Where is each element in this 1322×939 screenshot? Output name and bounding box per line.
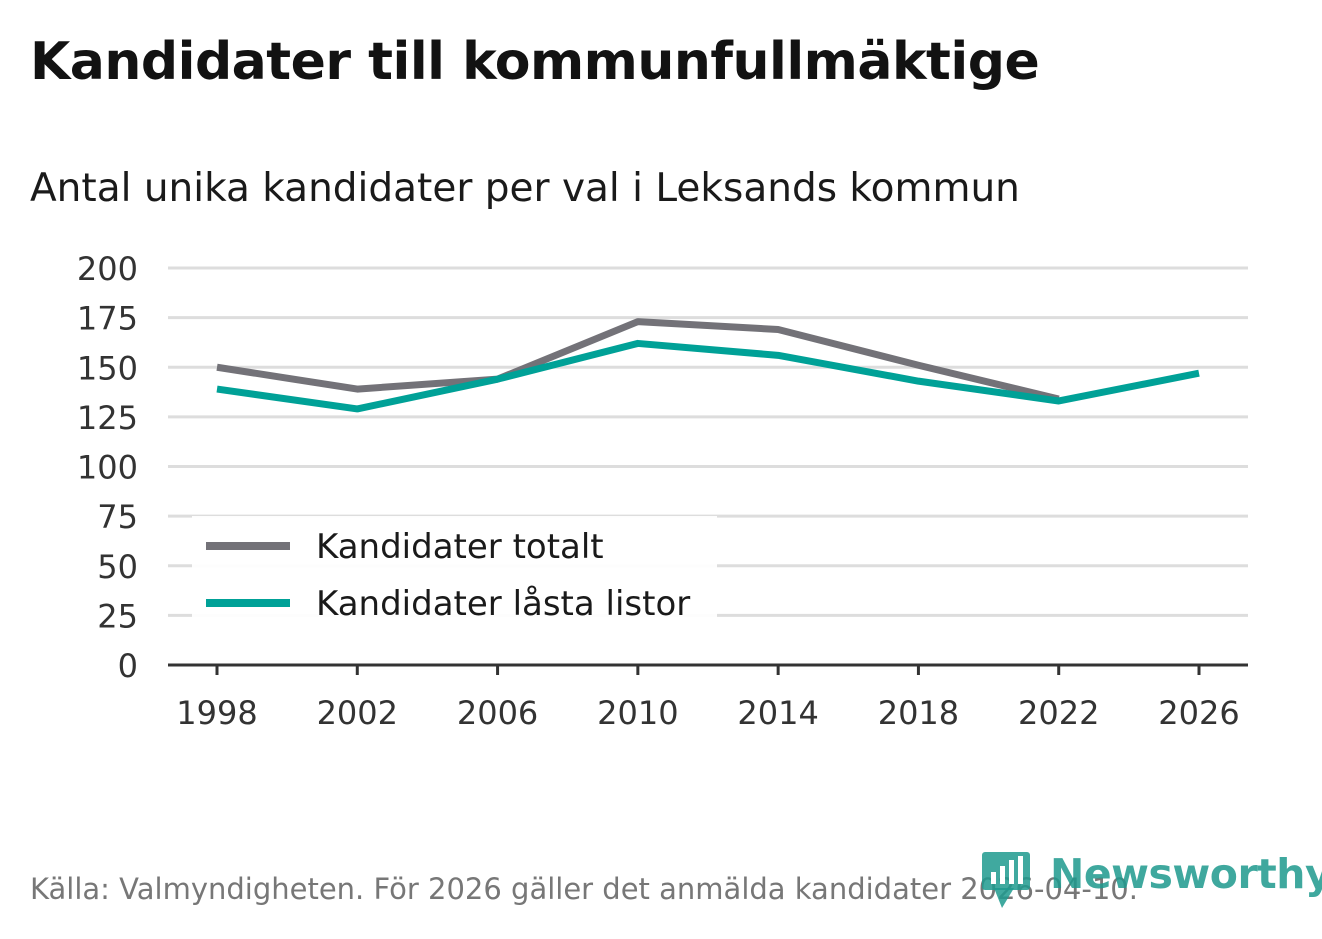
x-tick-label: 2002 xyxy=(317,694,398,732)
line-chart: 0 25 50 75 100 125 150 175 200 1998 2002 2006 2010 20… xyxy=(77,250,1248,732)
legend-label: Kandidater totalt xyxy=(316,527,604,567)
x-tick-label: 2026 xyxy=(1158,694,1239,732)
newsworthy-logo-text: Newsworthy xyxy=(1050,850,1322,898)
y-tick-label: 100 xyxy=(77,449,138,487)
x-tick-label: 2022 xyxy=(1018,694,1099,732)
y-tick-label: 125 xyxy=(77,399,138,437)
y-tick-label: 150 xyxy=(77,349,138,387)
series-line-kandidater-lasta-listor xyxy=(216,339,1200,413)
y-tick-label: 75 xyxy=(97,498,138,536)
y-tick-label: 0 xyxy=(118,647,138,685)
y-tick-label: 175 xyxy=(77,300,138,338)
chart-subtitle: Antal unika kandidater per val i Leksand… xyxy=(30,166,1020,211)
x-tick-label: 1998 xyxy=(176,694,257,732)
y-tick-label: 50 xyxy=(97,548,138,586)
x-tick-label: 2018 xyxy=(878,694,959,732)
newsworthy-logo-icon xyxy=(982,852,1030,908)
x-tick-label: 2010 xyxy=(597,694,678,732)
x-tick-label: 2006 xyxy=(457,694,538,732)
y-tick-label: 25 xyxy=(97,597,138,635)
legend-label: Kandidater låsta listor xyxy=(316,584,690,624)
newsworthy-logo: Newsworthy xyxy=(980,850,1322,912)
y-tick-label: 200 xyxy=(77,250,138,288)
source-note: Källa: Valmyndigheten. För 2026 gäller d… xyxy=(30,872,1138,906)
legend-box xyxy=(192,516,717,628)
series-line-kandidater-totalt xyxy=(216,318,1060,403)
x-tick-label: 2014 xyxy=(737,694,818,732)
chart-title: Kandidater till kommunfullmäktige xyxy=(30,32,1040,92)
